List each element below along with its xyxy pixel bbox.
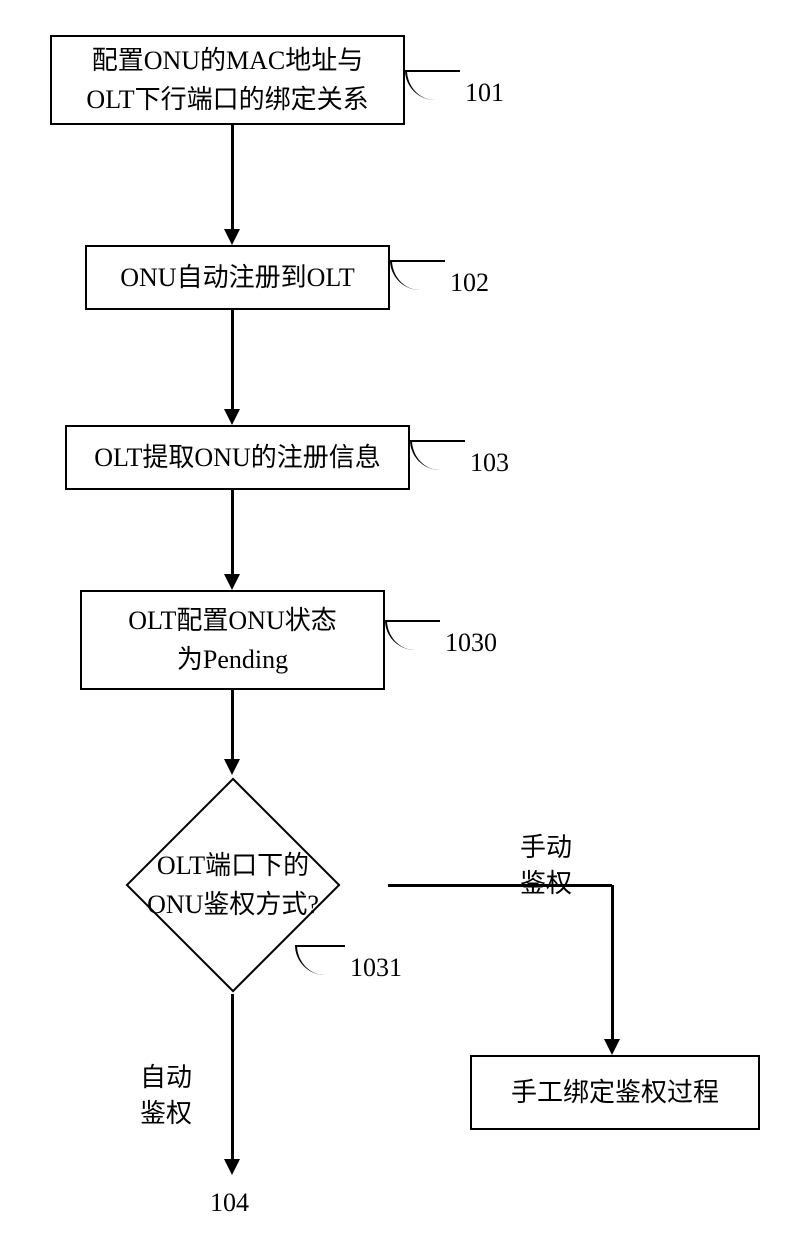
ref-1031: 1031 — [350, 950, 402, 986]
ref-102: 102 — [450, 265, 489, 301]
edge-label-manual: 手动 鉴权 — [520, 830, 572, 903]
step-3-box: OLT提取ONU的注册信息 — [65, 425, 410, 490]
connector-101 — [405, 70, 460, 100]
step-2-box: ONU自动注册到OLT — [85, 245, 390, 310]
ref-1030: 1030 — [445, 625, 497, 661]
edge-label-auto: 自动 鉴权 — [140, 1060, 192, 1133]
arrow-horiz — [388, 884, 612, 887]
connector-1030 — [385, 620, 440, 650]
ref-103: 103 — [470, 445, 509, 481]
step-1-box: 配置ONU的MAC地址与 OLT下行端口的绑定关系 — [50, 35, 405, 125]
manual-auth-box: 手工绑定鉴权过程 — [470, 1055, 760, 1130]
connector-102 — [390, 260, 445, 290]
ref-104: 104 — [210, 1185, 249, 1221]
ref-101: 101 — [465, 75, 504, 111]
connector-103 — [410, 440, 465, 470]
step-4-box: OLT配置ONU状态 为Pending — [80, 590, 385, 690]
